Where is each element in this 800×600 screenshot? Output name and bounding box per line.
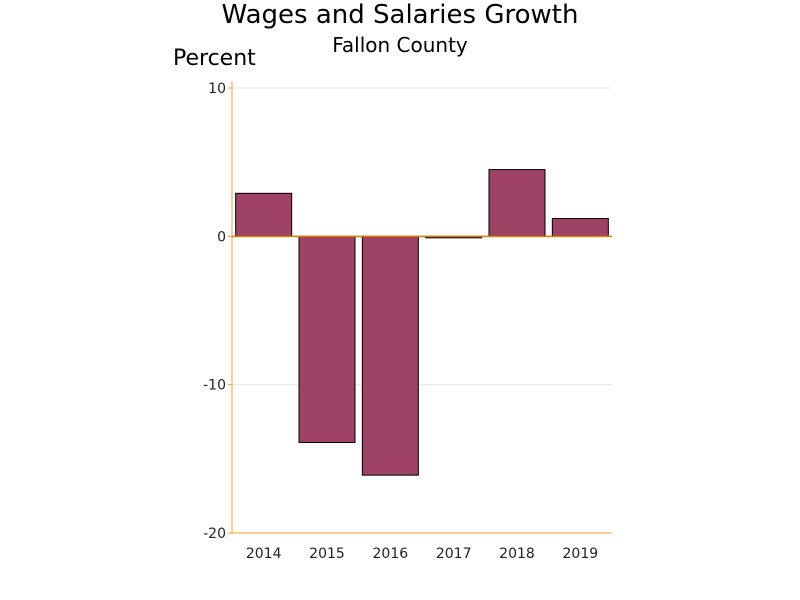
- y-tick-label: 10: [208, 81, 226, 97]
- x-tick-label: 2019: [563, 546, 599, 562]
- bar-2014: [235, 192, 293, 237]
- y-tick-label: -10: [203, 378, 226, 394]
- bar-2015: [298, 235, 356, 444]
- chart-title: Wages and Salaries Growth: [221, 0, 579, 30]
- x-tick-label: 2014: [246, 546, 282, 562]
- chart-subtitle: Fallon County: [332, 33, 468, 57]
- x-tick-label: 2017: [436, 546, 472, 562]
- y-tick-label: 0: [217, 229, 226, 245]
- x-tick-label: 2015: [309, 546, 345, 562]
- y-axis-label: Percent: [173, 46, 256, 71]
- bar-2018: [488, 169, 546, 237]
- x-tick-label: 2016: [373, 546, 409, 562]
- y-tick-label: -20: [203, 526, 226, 542]
- bar-2016: [361, 235, 419, 476]
- x-tick-label: 2018: [499, 546, 535, 562]
- bar-2019: [551, 218, 609, 237]
